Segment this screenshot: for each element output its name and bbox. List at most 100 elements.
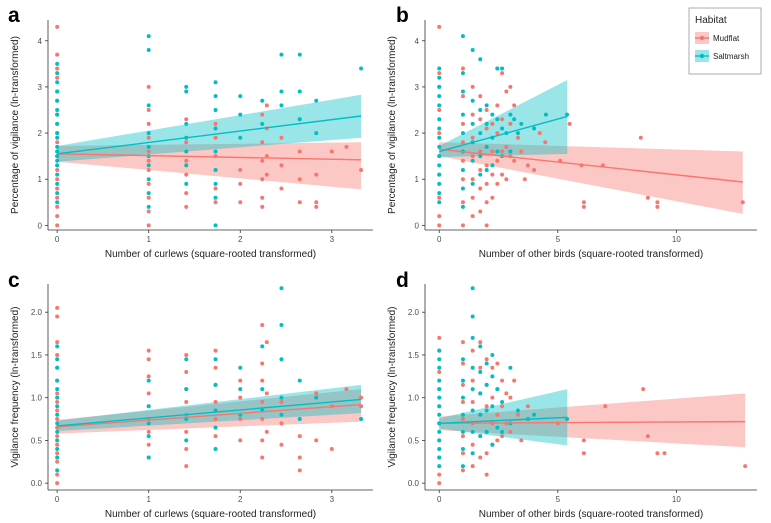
data-point-mudflat xyxy=(55,66,60,71)
data-point-saltmarsh xyxy=(490,374,495,379)
data-point-mudflat xyxy=(297,455,302,460)
data-point-saltmarsh xyxy=(184,163,189,168)
data-point-mudflat xyxy=(260,417,265,422)
data-point-mudflat xyxy=(55,75,60,80)
data-point-saltmarsh xyxy=(55,61,60,66)
data-point-mudflat xyxy=(484,223,489,228)
data-point-saltmarsh xyxy=(478,131,483,136)
data-point-saltmarsh xyxy=(437,412,442,417)
data-point-mudflat xyxy=(279,442,284,447)
data-point-mudflat xyxy=(55,305,60,310)
data-point-mudflat xyxy=(478,168,483,172)
data-point-mudflat xyxy=(184,191,189,196)
data-point-mudflat xyxy=(508,84,513,89)
data-point-mudflat xyxy=(470,378,475,383)
data-point-saltmarsh xyxy=(184,438,189,443)
data-point-mudflat xyxy=(260,438,265,443)
panel-c: c 0.0 0.5 1.0 1.5 2.0 0 1 2 3 Number of curlews (s… xyxy=(8,269,373,520)
data-point-mudflat xyxy=(146,442,151,447)
data-point-saltmarsh xyxy=(238,112,243,117)
data-point-mudflat xyxy=(512,103,517,108)
data-point-mudflat xyxy=(495,438,500,443)
y-tick-label: 1.0 xyxy=(408,394,420,403)
data-point-mudflat xyxy=(297,149,302,154)
data-point-saltmarsh xyxy=(460,34,465,39)
data-point-saltmarsh xyxy=(213,195,218,200)
data-point-mudflat xyxy=(655,204,660,209)
data-point-saltmarsh xyxy=(184,121,189,126)
data-point-mudflat xyxy=(740,200,745,205)
data-point-saltmarsh xyxy=(55,438,60,443)
data-point-mudflat xyxy=(437,370,442,375)
data-point-mudflat xyxy=(484,108,489,112)
data-point-mudflat xyxy=(460,340,465,345)
data-point-saltmarsh xyxy=(55,421,60,426)
data-point-saltmarsh xyxy=(260,121,265,126)
data-point-mudflat xyxy=(504,391,509,396)
data-point-saltmarsh xyxy=(55,144,60,149)
data-point-saltmarsh xyxy=(55,172,60,177)
data-point-mudflat xyxy=(478,340,483,345)
data-point-saltmarsh xyxy=(146,103,151,108)
confidence-band-mudflat xyxy=(57,389,362,434)
data-point-saltmarsh xyxy=(470,387,475,392)
x-tick-label: 0 xyxy=(55,235,60,244)
data-point-saltmarsh xyxy=(500,66,505,71)
data-point-saltmarsh xyxy=(437,66,442,71)
data-point-saltmarsh xyxy=(55,112,60,117)
fit-line-saltmarsh xyxy=(57,115,362,155)
data-point-saltmarsh xyxy=(55,158,60,163)
data-point-mudflat xyxy=(484,404,489,409)
data-point-mudflat xyxy=(279,421,284,426)
data-point-mudflat xyxy=(55,195,60,200)
data-point-mudflat xyxy=(55,352,60,357)
data-point-saltmarsh xyxy=(460,131,465,136)
data-point-mudflat xyxy=(437,108,442,112)
data-point-mudflat xyxy=(495,181,500,186)
y-tick-label: 2 xyxy=(415,129,420,138)
data-point-mudflat xyxy=(213,200,218,205)
x-tick-label: 1 xyxy=(146,235,151,244)
data-point-mudflat xyxy=(146,181,151,186)
data-point-saltmarsh xyxy=(484,382,489,387)
data-point-mudflat xyxy=(297,434,302,439)
data-point-mudflat xyxy=(437,195,442,200)
data-point-saltmarsh xyxy=(437,154,442,159)
data-point-mudflat xyxy=(55,434,60,439)
data-point-saltmarsh xyxy=(55,80,60,85)
data-point-mudflat xyxy=(470,348,475,353)
x-axis-title: Number of other birds (square-rooted tra… xyxy=(479,509,704,520)
data-point-mudflat xyxy=(478,365,483,370)
data-point-mudflat xyxy=(146,348,151,353)
fit-line-mudflat xyxy=(439,420,746,425)
data-point-mudflat xyxy=(264,154,269,159)
confidence-band-mudflat xyxy=(439,393,746,448)
data-point-mudflat xyxy=(260,112,265,117)
data-point-mudflat xyxy=(495,361,500,366)
data-point-saltmarsh xyxy=(437,181,442,186)
data-point-mudflat xyxy=(437,24,442,29)
data-point-saltmarsh xyxy=(184,89,189,94)
data-point-mudflat xyxy=(437,481,442,486)
data-point-mudflat xyxy=(508,429,513,434)
data-point-mudflat xyxy=(478,209,483,214)
data-point-mudflat xyxy=(260,399,265,404)
data-point-saltmarsh xyxy=(146,177,151,182)
x-tick-label: 1 xyxy=(146,495,151,504)
data-point-saltmarsh xyxy=(484,429,489,434)
data-point-saltmarsh xyxy=(484,121,489,126)
data-point-saltmarsh xyxy=(260,344,265,349)
data-point-saltmarsh xyxy=(460,395,465,400)
data-point-mudflat xyxy=(460,417,465,422)
data-point-saltmarsh xyxy=(213,425,218,430)
data-point-mudflat xyxy=(460,382,465,387)
data-point-saltmarsh xyxy=(500,126,505,131)
legend-label-saltmarsh: Saltmarsh xyxy=(713,52,749,61)
y-tick-label: 0.0 xyxy=(408,479,420,488)
data-point-saltmarsh xyxy=(437,144,442,149)
data-point-mudflat xyxy=(437,472,442,477)
data-point-mudflat xyxy=(478,149,483,154)
y-tick-label: 0.5 xyxy=(408,436,420,445)
data-point-mudflat xyxy=(238,417,243,422)
data-point-mudflat xyxy=(359,395,364,400)
